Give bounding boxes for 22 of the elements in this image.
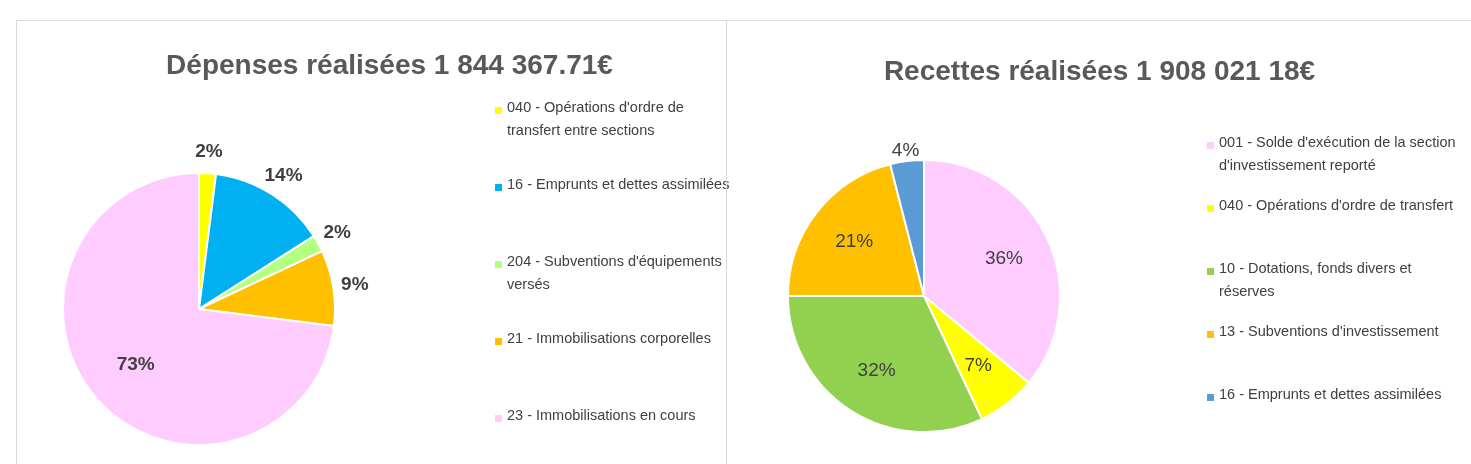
legend-label: 040 - Opérations d'ordre de transfert [1219, 196, 1454, 215]
data-label: 4% [891, 138, 920, 160]
legend-label: 10 - Dotations, fonds divers et réserves [1219, 259, 1413, 301]
chart-title: Recettes réalisées 1 908 021 18€ [882, 55, 1317, 87]
legend-label: 16 - Emprunts et dettes assimilées [507, 175, 730, 194]
legend-label: 16 - Emprunts et dettes assimilées [1219, 385, 1442, 404]
legend-label: 21 - Immobilisations corporelles [507, 329, 711, 348]
data-label: 2% [195, 139, 223, 161]
legend-label: 13 - Subventions d'investissement [1219, 322, 1439, 341]
data-label: 2% [323, 221, 352, 243]
chart-title: Dépenses réalisées 1 844 367.71€ [165, 49, 614, 81]
data-label: 73% [116, 353, 155, 374]
data-label: 32% [857, 358, 896, 380]
legend-label: 040 - Opérations d'ordre de transfert entre sections [507, 98, 685, 140]
legend-label: 204 - Subventions d'équipements versés [507, 252, 723, 294]
data-label: 14% [264, 164, 303, 186]
data-label: 7% [964, 354, 993, 376]
data-label: 9% [341, 272, 369, 294]
data-label: 36% [984, 246, 1024, 268]
data-label: 21% [835, 230, 874, 252]
legend-label: 001 - Solde d'exécution de la section d'investissement reporté [1219, 133, 1457, 175]
legend-label: 23 - Immobilisations en cours [507, 406, 696, 425]
